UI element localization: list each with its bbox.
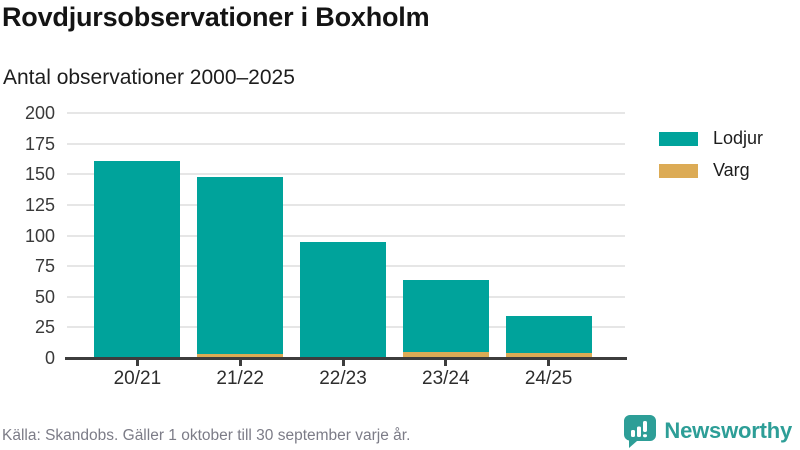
bar-segment-varg-24/25 [505, 353, 592, 358]
bar-segment-lodjur-24/25 [505, 316, 592, 354]
bar-segment-lodjur-22/23 [300, 241, 386, 358]
chart-title: Rovdjursobservationer i Boxholm [2, 2, 430, 32]
y-tick-label-50: 50 [34, 286, 55, 307]
x-tick-label-20/21: 20/21 [113, 368, 162, 389]
legend-swatch-lodjur [659, 131, 698, 146]
x-tick-24/25 [547, 360, 551, 366]
legend-item-lodjur: Lodjur [659, 128, 763, 149]
source-note: Källa: Skandobs. Gäller 1 oktober till 3… [2, 427, 411, 444]
legend-item-varg: Varg [659, 160, 763, 181]
x-tick-23/24 [444, 360, 448, 366]
gridline-200 [67, 112, 625, 114]
newsworthy-logo-icon [624, 415, 657, 448]
x-tick-21/22 [238, 360, 242, 366]
y-tick-label-175: 175 [24, 133, 55, 154]
x-tick-label-21/22: 21/22 [216, 368, 264, 389]
bar-segment-varg-23/24 [402, 351, 489, 358]
bar-segment-lodjur-21/22 [197, 176, 284, 355]
y-tick-label-125: 125 [24, 194, 55, 215]
y-tick-label-150: 150 [24, 164, 55, 185]
gridline-125 [67, 203, 625, 206]
y-tick-label-25: 25 [34, 317, 55, 338]
x-tick-20/21 [135, 360, 139, 366]
gridline-150 [67, 173, 625, 176]
y-tick-label-75: 75 [34, 256, 55, 277]
bar-segment-lodjur-20/21 [94, 160, 181, 357]
newsworthy-logo-text: Newsworthy [664, 418, 792, 443]
legend: Lodjur Varg [659, 128, 763, 192]
legend-swatch-varg [659, 163, 698, 178]
x-tick-label-24/25: 24/25 [524, 368, 573, 389]
y-tick-label-100: 100 [24, 225, 55, 246]
x-axis-line [65, 357, 627, 360]
legend-label-varg: Varg [713, 160, 750, 180]
y-tick-label-200: 200 [24, 103, 55, 123]
x-tick-label-23/24: 23/24 [422, 368, 470, 389]
legend-label-lodjur: Lodjur [713, 128, 764, 148]
x-tick-22/23 [341, 360, 345, 366]
gridline-100 [67, 234, 625, 237]
y-tick-label-0: 0 [44, 348, 55, 368]
gridline-175 [67, 142, 625, 145]
chart-subtitle: Antal observationer 2000–2025 [3, 66, 295, 89]
bar-segment-lodjur-23/24 [402, 279, 489, 352]
x-tick-label-22/23: 22/23 [319, 368, 367, 389]
newsworthy-logo: Newsworthy [622, 414, 792, 448]
bar-segment-varg-21/22 [197, 354, 284, 358]
